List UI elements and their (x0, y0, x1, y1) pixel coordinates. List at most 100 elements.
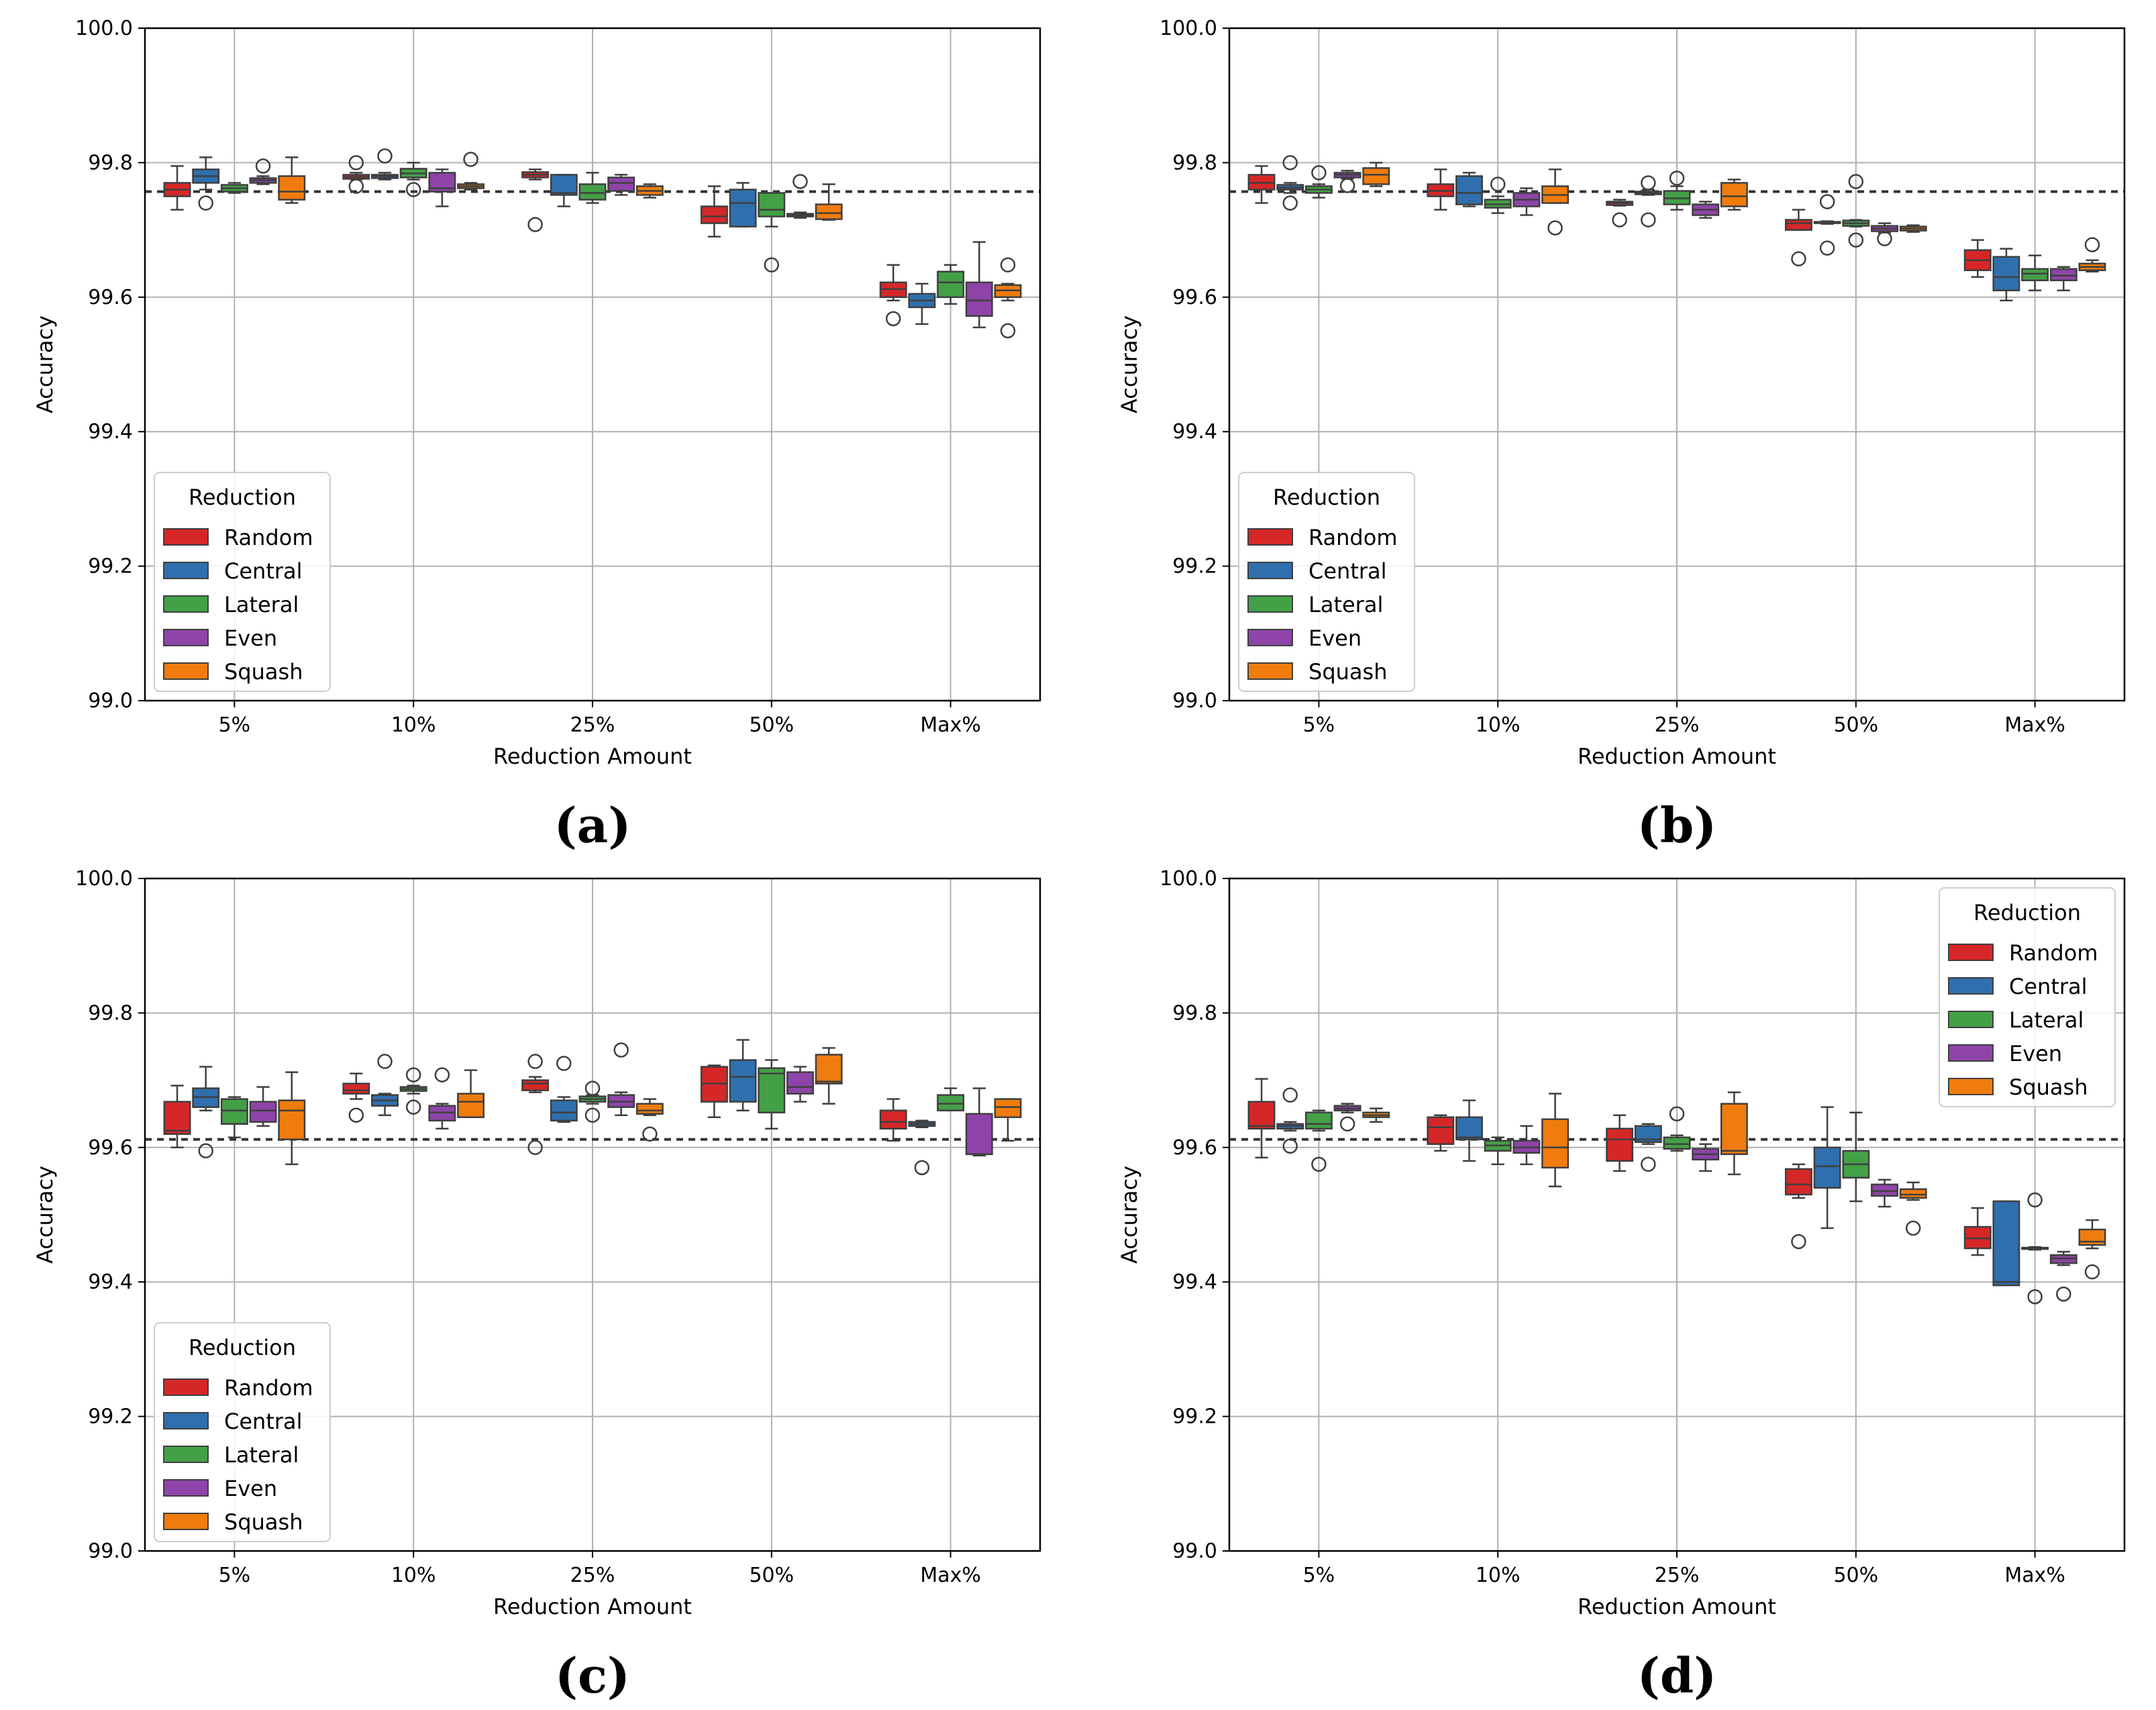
box-iqr (607, 177, 635, 192)
box-iqr (965, 1113, 993, 1156)
box-central-a (371, 148, 399, 181)
box-flier (405, 1099, 421, 1115)
box-central-a (908, 283, 936, 325)
box-flier (914, 1160, 930, 1176)
box-even-b (1512, 187, 1541, 216)
y-tick-label: 99.8 (88, 151, 133, 174)
x-axis-label-a: Reduction Amount (493, 744, 692, 769)
tick-layer-b: 99.0 99.2 99.4 99.6 99.8 100.0 5% 10% 25% 50% Max% (1160, 17, 2065, 737)
box-flier (1339, 178, 1355, 193)
panel-caption-d: (d) (1637, 1647, 1716, 1704)
box-flier (764, 257, 780, 272)
plot-frame-d (1228, 877, 2126, 1552)
box-flier (348, 1107, 364, 1123)
legend-swatch-random (1948, 944, 1994, 961)
box-iqr (278, 175, 306, 201)
box-squash-c (635, 1098, 664, 1142)
legend-label-central: Central (224, 558, 303, 584)
box-iqr (249, 1101, 277, 1123)
x-tick-label: 50% (1833, 713, 1878, 737)
legend-label-central: Central (2009, 974, 2088, 999)
box-flier (348, 179, 364, 194)
box-central-d (1455, 1099, 1483, 1162)
y-tick-label: 99.8 (1172, 151, 1217, 174)
legend-swatch-central (1247, 562, 1293, 579)
box-random-a (521, 168, 550, 232)
legend-label-lateral: Lateral (224, 592, 299, 617)
box-iqr (2021, 268, 2049, 282)
grid-layer-a (145, 28, 1040, 701)
box-flier (348, 155, 364, 170)
box-flier (1282, 1138, 1298, 1154)
box-lateral-c (399, 1067, 427, 1115)
legend-swatch-random (163, 528, 209, 546)
box-central-d (1813, 1106, 1841, 1229)
y-tick-label: 99.8 (1172, 1001, 1217, 1025)
box-squash-b (1541, 168, 1570, 236)
box-squash-d (2078, 1219, 2106, 1280)
box-flier (1311, 165, 1327, 181)
box-squash-b (2078, 237, 2106, 272)
box-iqr (786, 1071, 814, 1095)
box-random-a (879, 264, 907, 327)
box-even-d (1692, 1143, 1720, 1172)
box-iqr (1427, 1116, 1455, 1146)
box-central-b (1634, 175, 1662, 228)
box-squash-c (278, 1071, 306, 1166)
x-tick-label: 5% (219, 1564, 251, 1587)
y-tick-label: 99.6 (88, 286, 133, 309)
box-iqr (1606, 1127, 1634, 1162)
box-squash-a (635, 183, 664, 199)
box-central-b (1276, 155, 1304, 211)
legend-label-even: Even (1308, 625, 1362, 651)
box-lateral-d (1842, 1111, 1870, 1203)
box-iqr (1871, 1183, 1898, 1197)
box-layer-b (1247, 155, 2106, 302)
box-flier (377, 1054, 393, 1069)
box-squash-a (278, 156, 306, 204)
x-tick-label: 5% (1303, 1564, 1335, 1587)
box-central-c (371, 1054, 399, 1116)
box-iqr (1784, 219, 1812, 231)
box-flier (1641, 175, 1656, 191)
box-iqr (220, 1098, 248, 1125)
box-random-d (1606, 1114, 1634, 1172)
box-random-d (1784, 1163, 1812, 1250)
box-flier (1905, 1220, 1921, 1236)
box-flier (1641, 1156, 1656, 1172)
box-squash-d (1541, 1093, 1570, 1188)
box-flier (1339, 1116, 1355, 1131)
box-random-b (1427, 168, 1455, 211)
x-tick-label: 25% (1655, 713, 1700, 737)
box-central-b (1992, 248, 2020, 302)
box-flier (584, 1107, 601, 1123)
box-even-a (428, 168, 456, 207)
box-flier (2084, 237, 2100, 252)
x-tick-label: 50% (749, 713, 794, 737)
box-iqr (2078, 1228, 2106, 1246)
box-central-d (1276, 1087, 1304, 1154)
x-tick-label: 10% (1476, 713, 1521, 737)
box-flier (1819, 240, 1835, 256)
box-iqr (1813, 1146, 1841, 1189)
x-tick-label: 10% (1476, 1564, 1521, 1587)
box-iqr (1720, 182, 1748, 207)
legend-label-lateral: Lateral (2009, 1007, 2084, 1033)
box-flier (1848, 232, 1864, 248)
tick-layer-c: 99.0 99.2 99.4 99.6 99.8 100.0 5% 10% 25% 50% Max% (75, 867, 981, 1587)
box-flier (2084, 1264, 2100, 1280)
box-random-d (1247, 1078, 1276, 1159)
legend-title: Reduction (189, 485, 296, 510)
box-even-d (2049, 1250, 2077, 1302)
box-central-c (550, 1056, 578, 1123)
box-layer-a (163, 148, 1022, 339)
box-lateral-c (758, 1059, 786, 1129)
legend-d: Reduction Random Central Lateral Even Squash (1939, 887, 2116, 1107)
box-flier (434, 1067, 450, 1083)
x-axis-label-b: Reduction Amount (1578, 744, 1776, 769)
box-flier (1490, 177, 1506, 192)
box-iqr (1784, 1168, 1812, 1196)
box-iqr (1899, 1188, 1927, 1199)
